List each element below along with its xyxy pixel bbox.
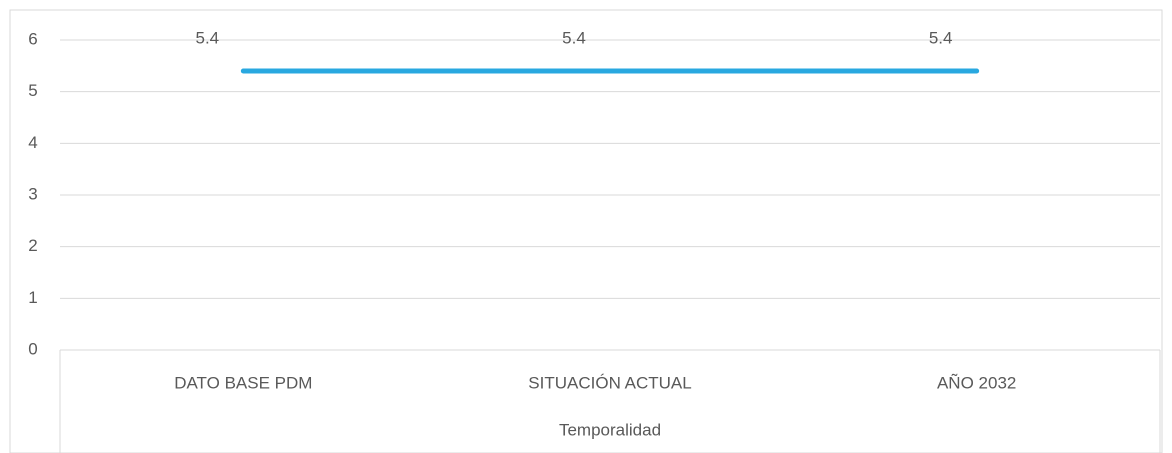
x-axis-label: Temporalidad — [559, 420, 661, 439]
y-tick-label: 5 — [28, 81, 37, 100]
data-label: 5.4 — [929, 28, 953, 47]
y-tick-label: 4 — [28, 133, 37, 152]
data-label: 5.4 — [196, 28, 220, 47]
x-tick-label: AÑO 2032 — [937, 373, 1016, 392]
y-tick-label: 3 — [28, 184, 37, 203]
x-tick-label: SITUACIÓN ACTUAL — [528, 373, 691, 392]
chart-frame — [9, 9, 1163, 453]
y-tick-label: 1 — [28, 288, 37, 307]
x-tick-label: DATO BASE PDM — [174, 373, 312, 392]
y-tick-label: 0 — [28, 339, 37, 358]
y-tick-label: 6 — [28, 29, 37, 48]
y-tick-label: 2 — [28, 236, 37, 255]
data-label: 5.4 — [562, 28, 586, 47]
